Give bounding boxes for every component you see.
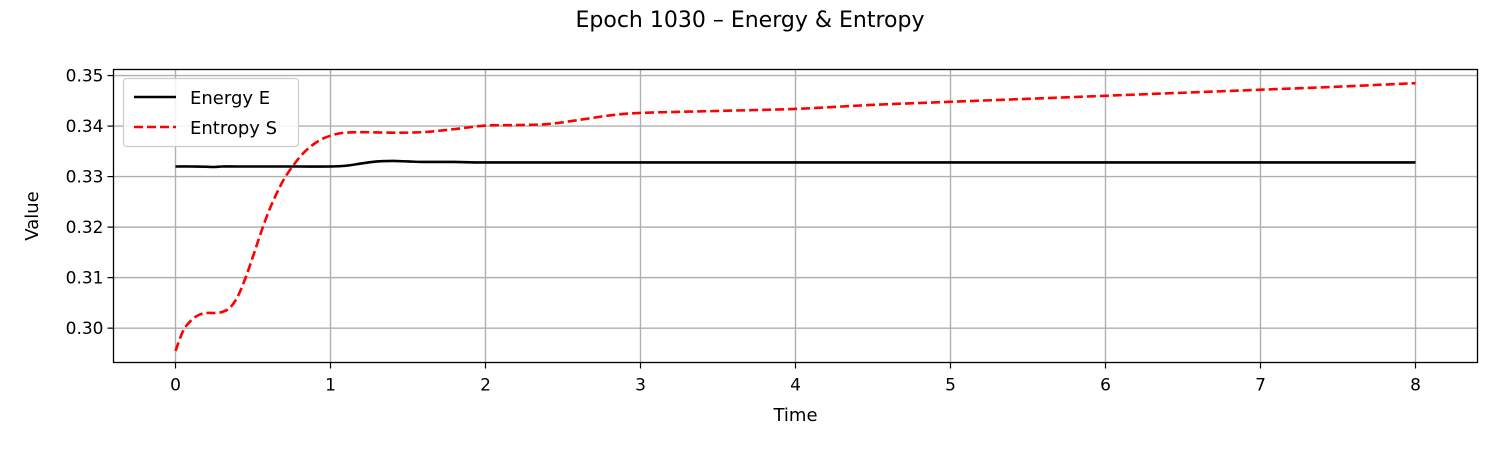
x-tick-label: 5 bbox=[945, 376, 956, 396]
legend: Energy E Entropy S bbox=[122, 77, 300, 148]
grid bbox=[113, 69, 1478, 363]
chart-title: Epoch 1030 – Energy & Entropy bbox=[576, 8, 925, 33]
x-tick-label: 0 bbox=[170, 376, 181, 396]
x-tick-label: 1 bbox=[325, 376, 336, 396]
legend-box bbox=[122, 77, 300, 148]
x-tick-label: 8 bbox=[1410, 376, 1421, 396]
axis-ticks: 0 1 2 3 4 5 6 7 8 0.30 0.31 0.32 0.33 0.34 0.35 bbox=[66, 67, 1421, 396]
x-axis-label: Time bbox=[772, 405, 817, 426]
y-tick-label: 0.31 bbox=[66, 269, 104, 289]
x-tick-label: 4 bbox=[790, 376, 801, 396]
x-tick-label: 7 bbox=[1255, 376, 1266, 396]
legend-label-entropy: Entropy S bbox=[190, 118, 277, 139]
x-tick-label: 6 bbox=[1100, 376, 1111, 396]
y-tick-label: 0.33 bbox=[66, 168, 104, 188]
y-tick-label: 0.30 bbox=[66, 319, 104, 339]
x-tick-label: 3 bbox=[635, 376, 646, 396]
energy-line bbox=[175, 159, 1416, 169]
x-tick-label: 2 bbox=[480, 376, 491, 396]
y-tick-label: 0.32 bbox=[66, 218, 104, 238]
y-axis-label: Value bbox=[22, 191, 43, 240]
legend-label-energy: Energy E bbox=[190, 88, 270, 109]
series-lines bbox=[174, 81, 1416, 352]
entropy-line bbox=[174, 81, 1416, 352]
y-tick-label: 0.34 bbox=[66, 117, 104, 137]
y-tick-label: 0.35 bbox=[66, 67, 104, 87]
